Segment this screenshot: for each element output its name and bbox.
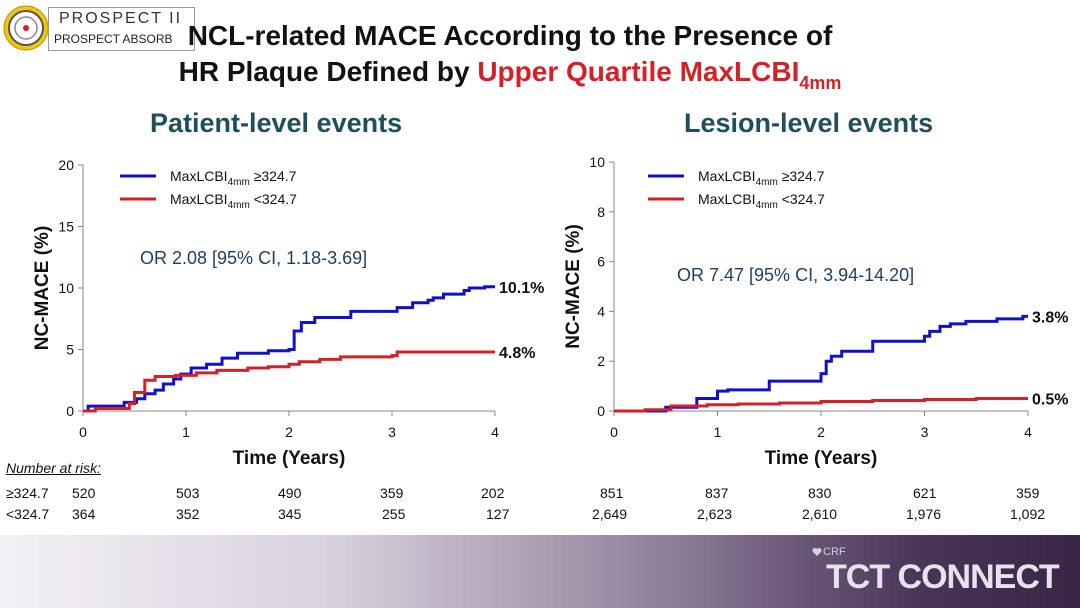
legend-label: MaxLCBI4mm <324.7 <box>698 191 825 211</box>
series-line-high-lcbi <box>83 285 495 413</box>
lesion-level-chart: 0 2 4 6 8 10 0 1 2 3 4 Time (Years) NC-MACE (%) 3.8% M… <box>563 154 1068 469</box>
x-tick-label: 3 <box>921 424 929 440</box>
risk-row-label: <324.7 <box>6 506 50 522</box>
end-value-label: 10.1% <box>499 280 544 297</box>
y-tick-label: 4 <box>597 303 605 319</box>
y-tick-label: 5 <box>66 342 74 358</box>
odds-ratio-annotation: OR 2.08 [95% CI, 1.18-3.69] <box>140 248 367 268</box>
legend-label: MaxLCBI4mm ≥324.7 <box>698 168 825 188</box>
x-tick-label: 0 <box>610 424 618 440</box>
x-tick-label: 1 <box>182 424 190 440</box>
title-prefix: HR Plaque Defined by <box>178 56 478 87</box>
series-line-low-lcbi <box>614 397 1028 413</box>
slide-title-line-2: HR Plaque Defined by Upper Quartile MaxL… <box>150 56 870 94</box>
number-at-risk-table: Number at risk: ≥324.7 520 503 490 359 2… <box>0 456 1080 526</box>
risk-cell: 1,976 <box>906 506 942 522</box>
logo-line-1: PROSPECT II <box>59 10 183 27</box>
title-highlight-subscript: 4mm <box>799 73 842 93</box>
x-tick-label: 3 <box>388 424 396 440</box>
end-value-label: 4.8% <box>499 345 535 362</box>
heart-icon <box>812 548 822 556</box>
y-axis-label: NC-MACE (%) <box>563 224 584 349</box>
risk-cell: 2,649 <box>592 506 628 522</box>
risk-table-heading: Number at risk: <box>6 460 101 476</box>
risk-cell: 2,610 <box>802 506 838 522</box>
crf-brand: CRF <box>823 546 846 558</box>
x-axis-label: Time (Years) <box>765 448 878 469</box>
x-tick-label: 1 <box>714 424 722 440</box>
risk-cell: 255 <box>382 506 406 522</box>
risk-cell: 621 <box>913 485 937 501</box>
y-tick-label: 8 <box>597 204 605 220</box>
end-value-label: 3.8% <box>1032 309 1068 326</box>
risk-cell: 359 <box>380 485 404 501</box>
title-highlight: Upper Quartile MaxLCBI4mm <box>477 56 841 93</box>
slide-title-line-1: NCL-related MACE According to the Presen… <box>187 20 833 51</box>
lesion-level-title: Lesion-level events <box>684 108 934 138</box>
risk-cell: 2,623 <box>697 506 733 522</box>
y-tick-label: 2 <box>597 353 605 369</box>
x-axis-label: Time (Years) <box>233 448 346 469</box>
risk-cell: 503 <box>176 485 200 501</box>
footer-banner <box>0 535 1080 608</box>
prospect-logo: PROSPECT II PROSPECT ABSORB <box>0 0 198 58</box>
risk-row-label: ≥324.7 <box>6 485 49 501</box>
y-tick-label: 10 <box>58 280 74 296</box>
risk-cell: 359 <box>1016 485 1040 501</box>
risk-cell: 830 <box>808 485 832 501</box>
y-axis-label: NC-MACE (%) <box>32 226 53 351</box>
prospect-seal-icon <box>3 5 49 51</box>
risk-cell: 364 <box>72 506 96 522</box>
y-tick-label: 0 <box>597 403 605 419</box>
x-tick-label: 2 <box>817 424 825 440</box>
y-tick-label: 0 <box>66 403 74 419</box>
logo-line-2: PROSPECT ABSORB <box>54 32 173 46</box>
risk-cell: 520 <box>72 485 96 501</box>
patient-level-chart: 0 5 10 15 20 0 1 2 3 4 Time (Years) NC-MACE (%) 10.1… <box>32 157 544 469</box>
x-tick-label: 0 <box>79 424 87 440</box>
y-tick-label: 6 <box>597 254 605 270</box>
x-tick-label: 2 <box>285 424 293 440</box>
legend-label: MaxLCBI4mm ≥324.7 <box>170 168 297 188</box>
tct-connect-brand: TCT CONNECT <box>826 558 1060 596</box>
series-line-high-lcbi <box>614 314 1028 413</box>
risk-cell: 490 <box>278 485 302 501</box>
x-tick-label: 4 <box>1024 424 1032 440</box>
risk-cell: 1,092 <box>1010 506 1046 522</box>
title-highlight-text: Upper Quartile MaxLCBI <box>477 56 800 87</box>
y-tick-label: 10 <box>589 154 605 170</box>
risk-cell: 345 <box>278 506 302 522</box>
odds-ratio-annotation: OR 7.47 [95% CI, 3.94-14.20] <box>677 265 914 285</box>
legend-label: MaxLCBI4mm <324.7 <box>170 191 297 211</box>
logo-text-box: PROSPECT II PROSPECT ABSORB <box>48 7 195 51</box>
risk-cell: 202 <box>481 485 505 501</box>
patient-level-title: Patient-level events <box>150 108 403 138</box>
risk-cell: 851 <box>600 485 624 501</box>
risk-cell: 352 <box>176 506 200 522</box>
x-tick-label: 4 <box>491 424 499 440</box>
risk-cell: 837 <box>705 485 729 501</box>
y-tick-label: 15 <box>58 219 74 235</box>
end-value-label: 0.5% <box>1032 392 1068 409</box>
y-tick-label: 20 <box>58 157 74 173</box>
series-line-low-lcbi <box>83 350 495 413</box>
risk-cell: 127 <box>486 506 510 522</box>
